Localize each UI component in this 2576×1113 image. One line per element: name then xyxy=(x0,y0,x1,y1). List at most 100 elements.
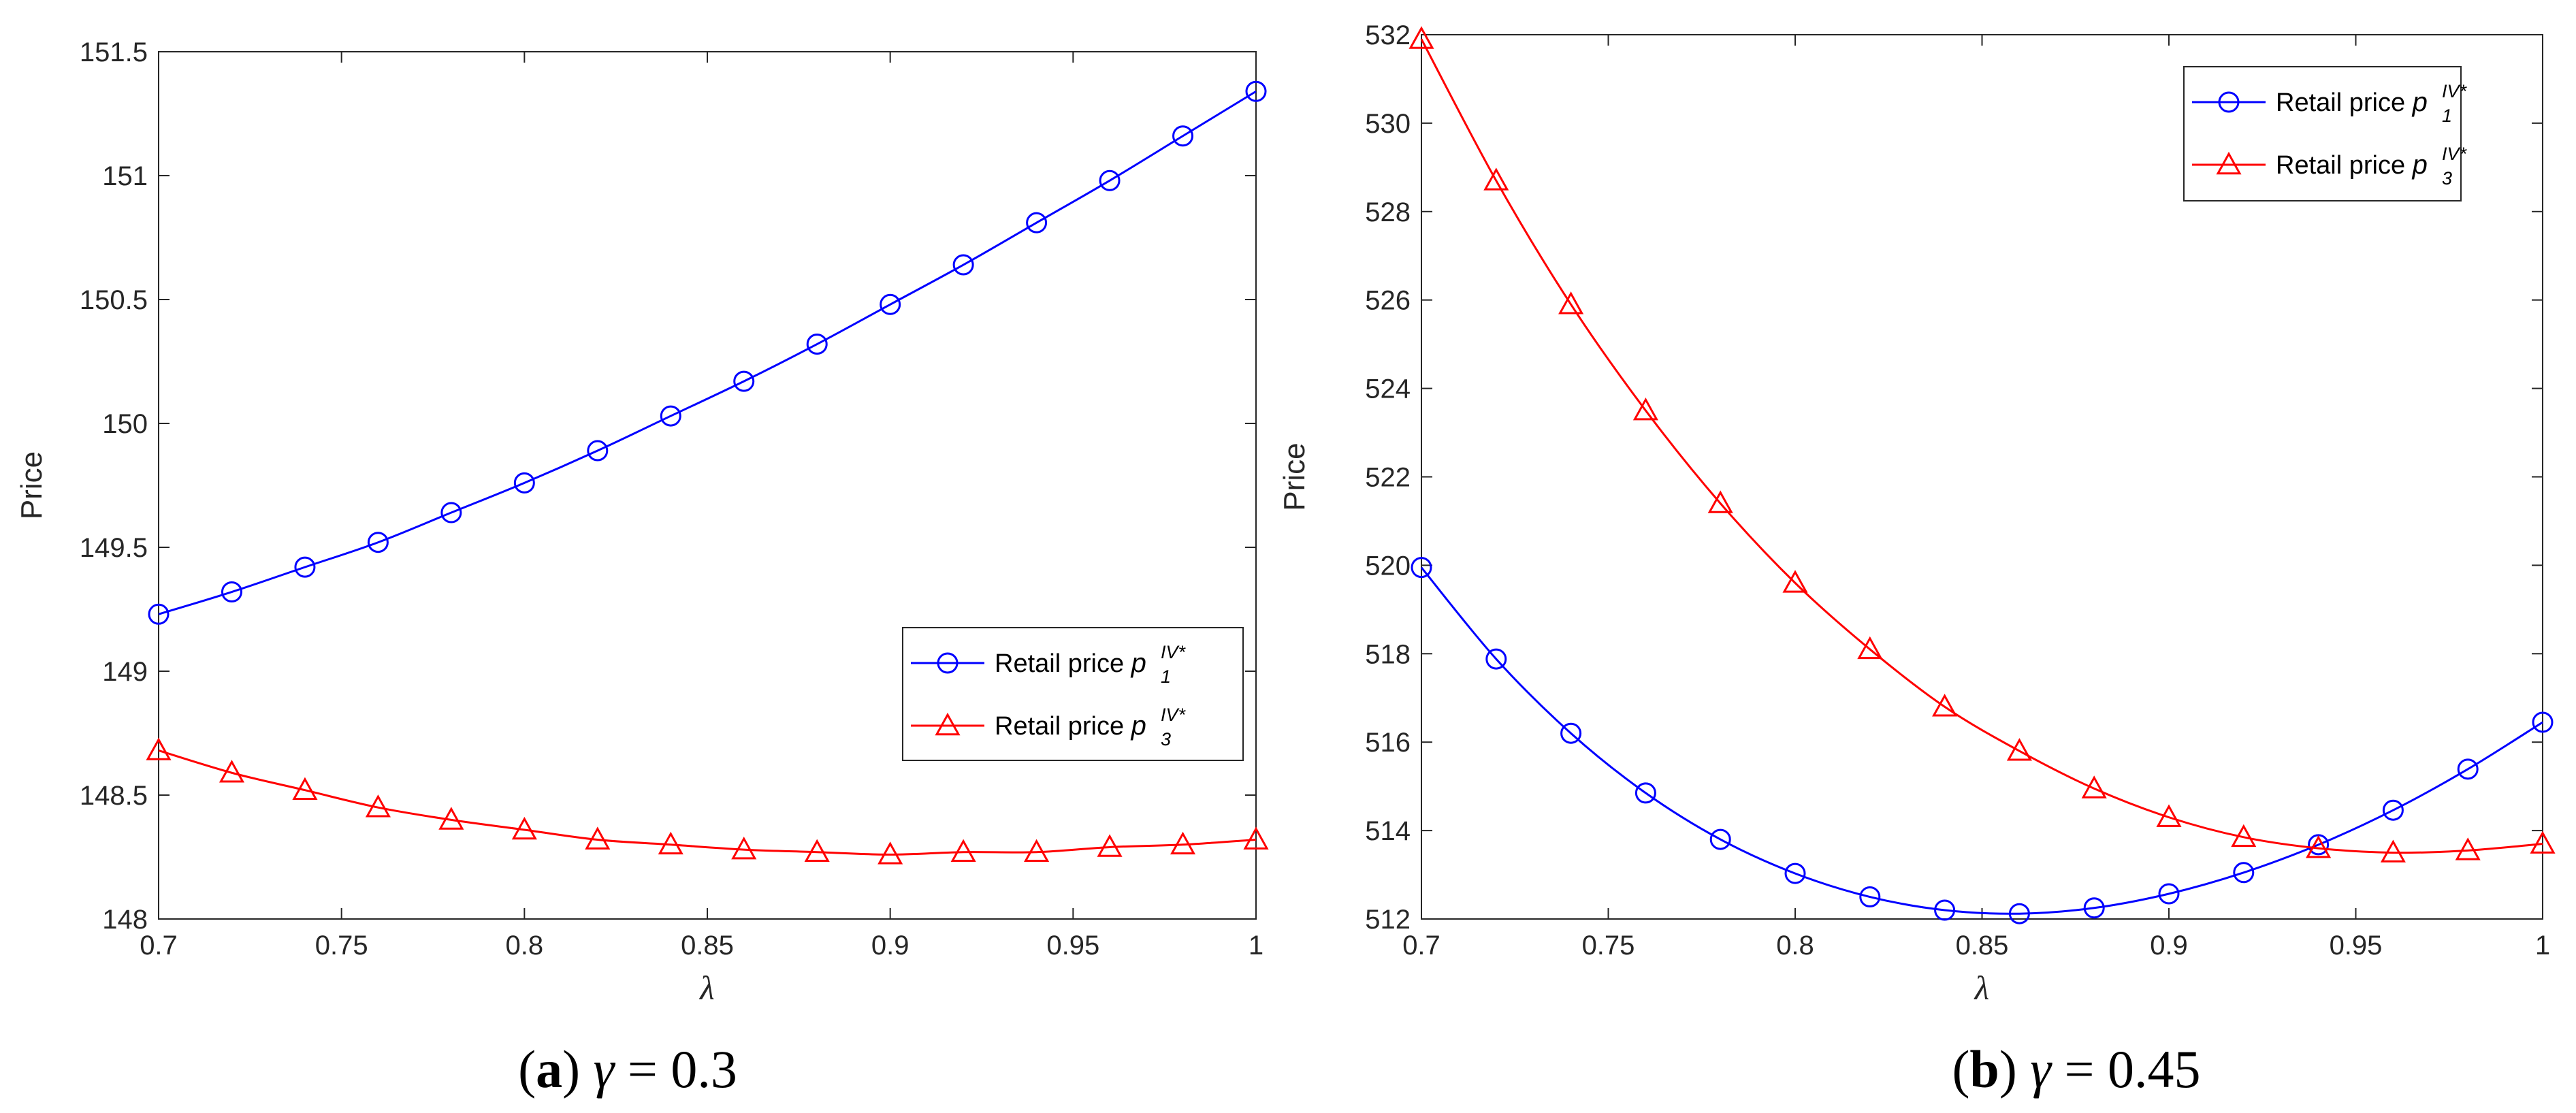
marker-circle xyxy=(148,603,170,625)
y-tick-label: 520 xyxy=(1365,551,1411,581)
y-tick-label: 150 xyxy=(102,409,148,439)
series-triangle xyxy=(146,737,1269,865)
x-tick-label: 0.8 xyxy=(1776,931,1814,961)
series-line xyxy=(1420,566,2543,915)
y-tick-label: 530 xyxy=(1365,109,1411,139)
legend-label: Retail price p IV* 1 xyxy=(995,642,1187,687)
legend-label-text: Retail price xyxy=(2276,151,2413,180)
marker-circle xyxy=(1099,170,1121,191)
y-tick-label: 148 xyxy=(102,905,148,935)
marker-circle xyxy=(660,405,681,427)
legend-label-text: Retail price xyxy=(2276,88,2413,117)
x-tick-label: 0.7 xyxy=(1402,931,1440,961)
legend: Retail price p IV* 1 Retail price p IV* 3 xyxy=(902,627,1244,761)
marker-circle xyxy=(1411,557,1432,579)
marker-circle xyxy=(1245,80,1267,102)
marker-triangle xyxy=(2231,824,2257,848)
marker-circle xyxy=(2233,862,2255,884)
marker-circle xyxy=(2382,799,2404,821)
marker-triangle xyxy=(1632,397,1658,421)
y-axis-label: Price xyxy=(1278,442,1311,511)
marker-circle xyxy=(513,472,535,494)
marker-triangle xyxy=(2306,835,2332,858)
marker-circle xyxy=(294,556,316,578)
marker-triangle xyxy=(1558,291,1584,314)
x-tick-label: 0.8 xyxy=(506,931,544,961)
marker-circle xyxy=(1934,899,1956,921)
caption-variable: γ xyxy=(594,1039,616,1099)
legend-superscript: IV* xyxy=(1161,705,1187,725)
legend-subscript: 3 xyxy=(1161,729,1171,749)
y-tick-label: 151 xyxy=(102,161,148,191)
marker-triangle xyxy=(585,826,611,850)
marker-circle xyxy=(1026,212,1048,233)
marker-circle xyxy=(2158,883,2180,905)
legend-subscript: 3 xyxy=(2442,168,2452,189)
marker-triangle xyxy=(1857,636,1883,660)
marker-triangle xyxy=(438,807,464,830)
y-tick-label: 149 xyxy=(102,657,148,687)
y-tick-label: 514 xyxy=(1365,816,1411,846)
marker-triangle xyxy=(1097,834,1123,857)
legend-label-text: Retail price xyxy=(995,649,1131,678)
legend-superscript: IV* xyxy=(1161,642,1187,662)
legend-superscript: IV* xyxy=(2442,81,2468,101)
caption-letter: a xyxy=(536,1039,562,1099)
marker-triangle xyxy=(219,760,245,783)
legend-label: Retail price p IV* 3 xyxy=(995,705,1187,749)
caption-paren-close: ) xyxy=(562,1039,593,1099)
marker-circle xyxy=(1709,828,1731,850)
marker-circle xyxy=(733,370,755,392)
series-triangle xyxy=(1408,26,2556,862)
y-tick-label: 516 xyxy=(1365,728,1411,758)
marker-circle xyxy=(806,334,828,355)
marker-triangle xyxy=(292,777,318,801)
marker-circle xyxy=(2308,834,2330,856)
legend-symbol: p xyxy=(2412,150,2428,180)
x-tick-label: 0.75 xyxy=(315,931,368,961)
marker-circle xyxy=(1635,782,1656,804)
x-tick-label: 0.85 xyxy=(681,931,734,961)
x-tick-label: 0.9 xyxy=(2150,931,2188,961)
marker-triangle xyxy=(2380,839,2406,862)
marker-circle xyxy=(1172,125,1194,147)
y-tick-label: 526 xyxy=(1365,286,1411,316)
chart-a: 0.7 0.75 0.8 0.85 0.9 0.95 1 148 148.5 149 149.5 15… xyxy=(15,37,1269,1099)
y-tick-label: 148.5 xyxy=(80,781,148,811)
marker-triangle xyxy=(2081,775,2107,799)
marker-triangle xyxy=(2156,804,2182,827)
marker-triangle xyxy=(950,839,976,862)
x-tick-label: 0.95 xyxy=(1046,931,1099,961)
legend-subscript: 1 xyxy=(1161,666,1171,687)
marker-circle xyxy=(2218,91,2240,113)
legend-item: Retail price p IV* 1 xyxy=(911,642,1187,687)
legend-symbol: p xyxy=(1131,648,1146,678)
x-tick-label: 0.7 xyxy=(140,931,178,961)
marker-circle xyxy=(367,532,389,553)
legend-symbol: p xyxy=(2412,87,2428,117)
x-axis-label: λ xyxy=(1974,969,1990,1007)
marker-triangle xyxy=(731,836,757,860)
marker-triangle xyxy=(1782,570,1808,593)
caption-letter: b xyxy=(1969,1039,1999,1099)
marker-triangle xyxy=(804,839,830,862)
marker-circle xyxy=(880,293,901,315)
marker-circle xyxy=(937,652,959,674)
y-tick-label: 151.5 xyxy=(80,37,148,67)
marker-circle xyxy=(2083,897,2105,919)
marker-triangle xyxy=(935,712,961,736)
x-tick-label: 0.85 xyxy=(1956,931,2009,961)
y-tick-label: 522 xyxy=(1365,463,1411,493)
marker-circle xyxy=(440,502,462,523)
chart-b: 0.7 0.75 0.8 0.85 0.9 0.95 1 512 514 516 518 520 522… xyxy=(1278,20,2556,1099)
marker-triangle xyxy=(1932,694,1958,717)
y-tick-label: 512 xyxy=(1365,905,1411,935)
y-tick-label: 524 xyxy=(1365,374,1411,404)
x-tick-label: 0.95 xyxy=(2330,931,2383,961)
legend-label: Retail price p IV* 1 xyxy=(2276,81,2468,126)
marker-triangle xyxy=(878,841,903,865)
marker-triangle xyxy=(1243,826,1269,850)
x-tick-label: 0.75 xyxy=(1582,931,1635,961)
marker-circle xyxy=(1859,886,1881,908)
marker-triangle xyxy=(2006,738,2032,761)
